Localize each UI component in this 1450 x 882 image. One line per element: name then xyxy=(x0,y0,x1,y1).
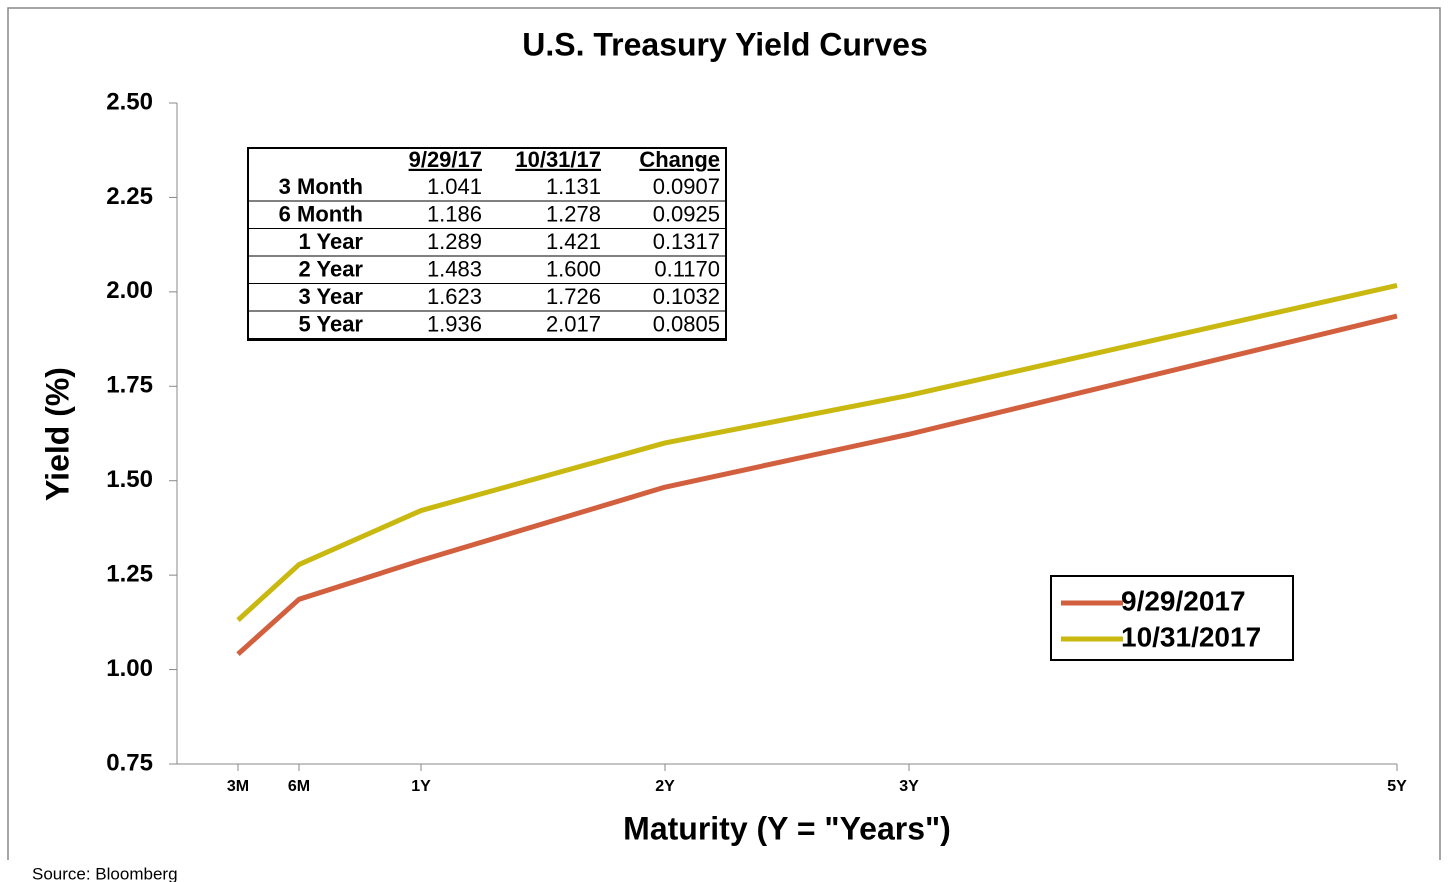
table-cell: 1.289 xyxy=(427,229,482,254)
table-cell: 0.0805 xyxy=(653,311,720,336)
y-tick-label: 1.50 xyxy=(106,466,153,493)
table-cell: 1.131 xyxy=(546,174,601,199)
x-tick-label: 1Y xyxy=(411,778,431,795)
x-tick-label: 6M xyxy=(288,778,310,795)
table-cell: 1.936 xyxy=(427,311,482,336)
table-cell: 1.278 xyxy=(546,201,601,226)
y-tick-label: 1.75 xyxy=(106,372,153,399)
y-axis-title: Yield (%) xyxy=(39,367,75,501)
x-tick-label: 2Y xyxy=(655,778,675,795)
x-tick-label: 5Y xyxy=(1387,778,1407,795)
y-tick-label: 2.25 xyxy=(106,183,153,210)
table-cell: 1.421 xyxy=(546,229,601,254)
x-axis-title: Maturity (Y = "Years") xyxy=(623,810,951,846)
table-cell: 0.1032 xyxy=(653,284,720,309)
table-row-label: 6 Month xyxy=(279,201,363,226)
table-cell: 2.017 xyxy=(546,311,601,336)
series-line xyxy=(236,313,1398,656)
x-tick-label: 3M xyxy=(227,778,249,795)
table-cell: 0.1170 xyxy=(654,256,720,281)
legend-label: 10/31/2017 xyxy=(1121,621,1261,652)
x-tick-label: 3Y xyxy=(899,778,919,795)
table-cell: 0.0925 xyxy=(653,201,720,226)
y-tick-label: 2.00 xyxy=(106,277,153,304)
data-table: 9/29/17 10/31/17 Change 3 Month 1.041 1.131 0.… xyxy=(247,147,727,341)
series-line xyxy=(236,282,1398,622)
table-header: Change xyxy=(639,147,720,172)
y-tick-label: 1.00 xyxy=(106,655,153,682)
table-border xyxy=(247,147,727,341)
y-tick-label: 2.50 xyxy=(106,88,153,115)
table-cell: 0.0907 xyxy=(653,174,720,199)
table-row-label: 3 Year xyxy=(299,284,364,309)
y-tick-label: 0.75 xyxy=(106,749,153,776)
table-cell: 1.600 xyxy=(546,256,601,281)
source: Source: Bloomberg xyxy=(32,864,178,882)
table-cell: 1.726 xyxy=(546,284,601,309)
table-cell: 1.483 xyxy=(427,256,482,281)
table-cell: 1.041 xyxy=(427,174,482,199)
table-cell: 0.1317 xyxy=(653,229,720,254)
legend-border xyxy=(1050,575,1294,661)
table-row-label: 5 Year xyxy=(299,311,364,336)
table-header: 10/31/17 xyxy=(515,147,601,172)
y-tick-label: 1.25 xyxy=(106,560,153,587)
table-header: 9/29/17 xyxy=(409,147,482,172)
legend: 9/29/2017 10/31/2017 xyxy=(1050,575,1294,661)
table-cell: 1.186 xyxy=(427,201,482,226)
frame xyxy=(7,7,1441,860)
table-row-label: 3 Month xyxy=(279,174,363,199)
table-row-label: 2 Year xyxy=(299,256,364,281)
table-row-label: 1 Year xyxy=(299,229,364,254)
legend-label: 9/29/2017 xyxy=(1121,585,1246,616)
table-cell: 1.623 xyxy=(427,284,482,309)
chart-title: U.S. Treasury Yield Curves xyxy=(522,26,928,62)
